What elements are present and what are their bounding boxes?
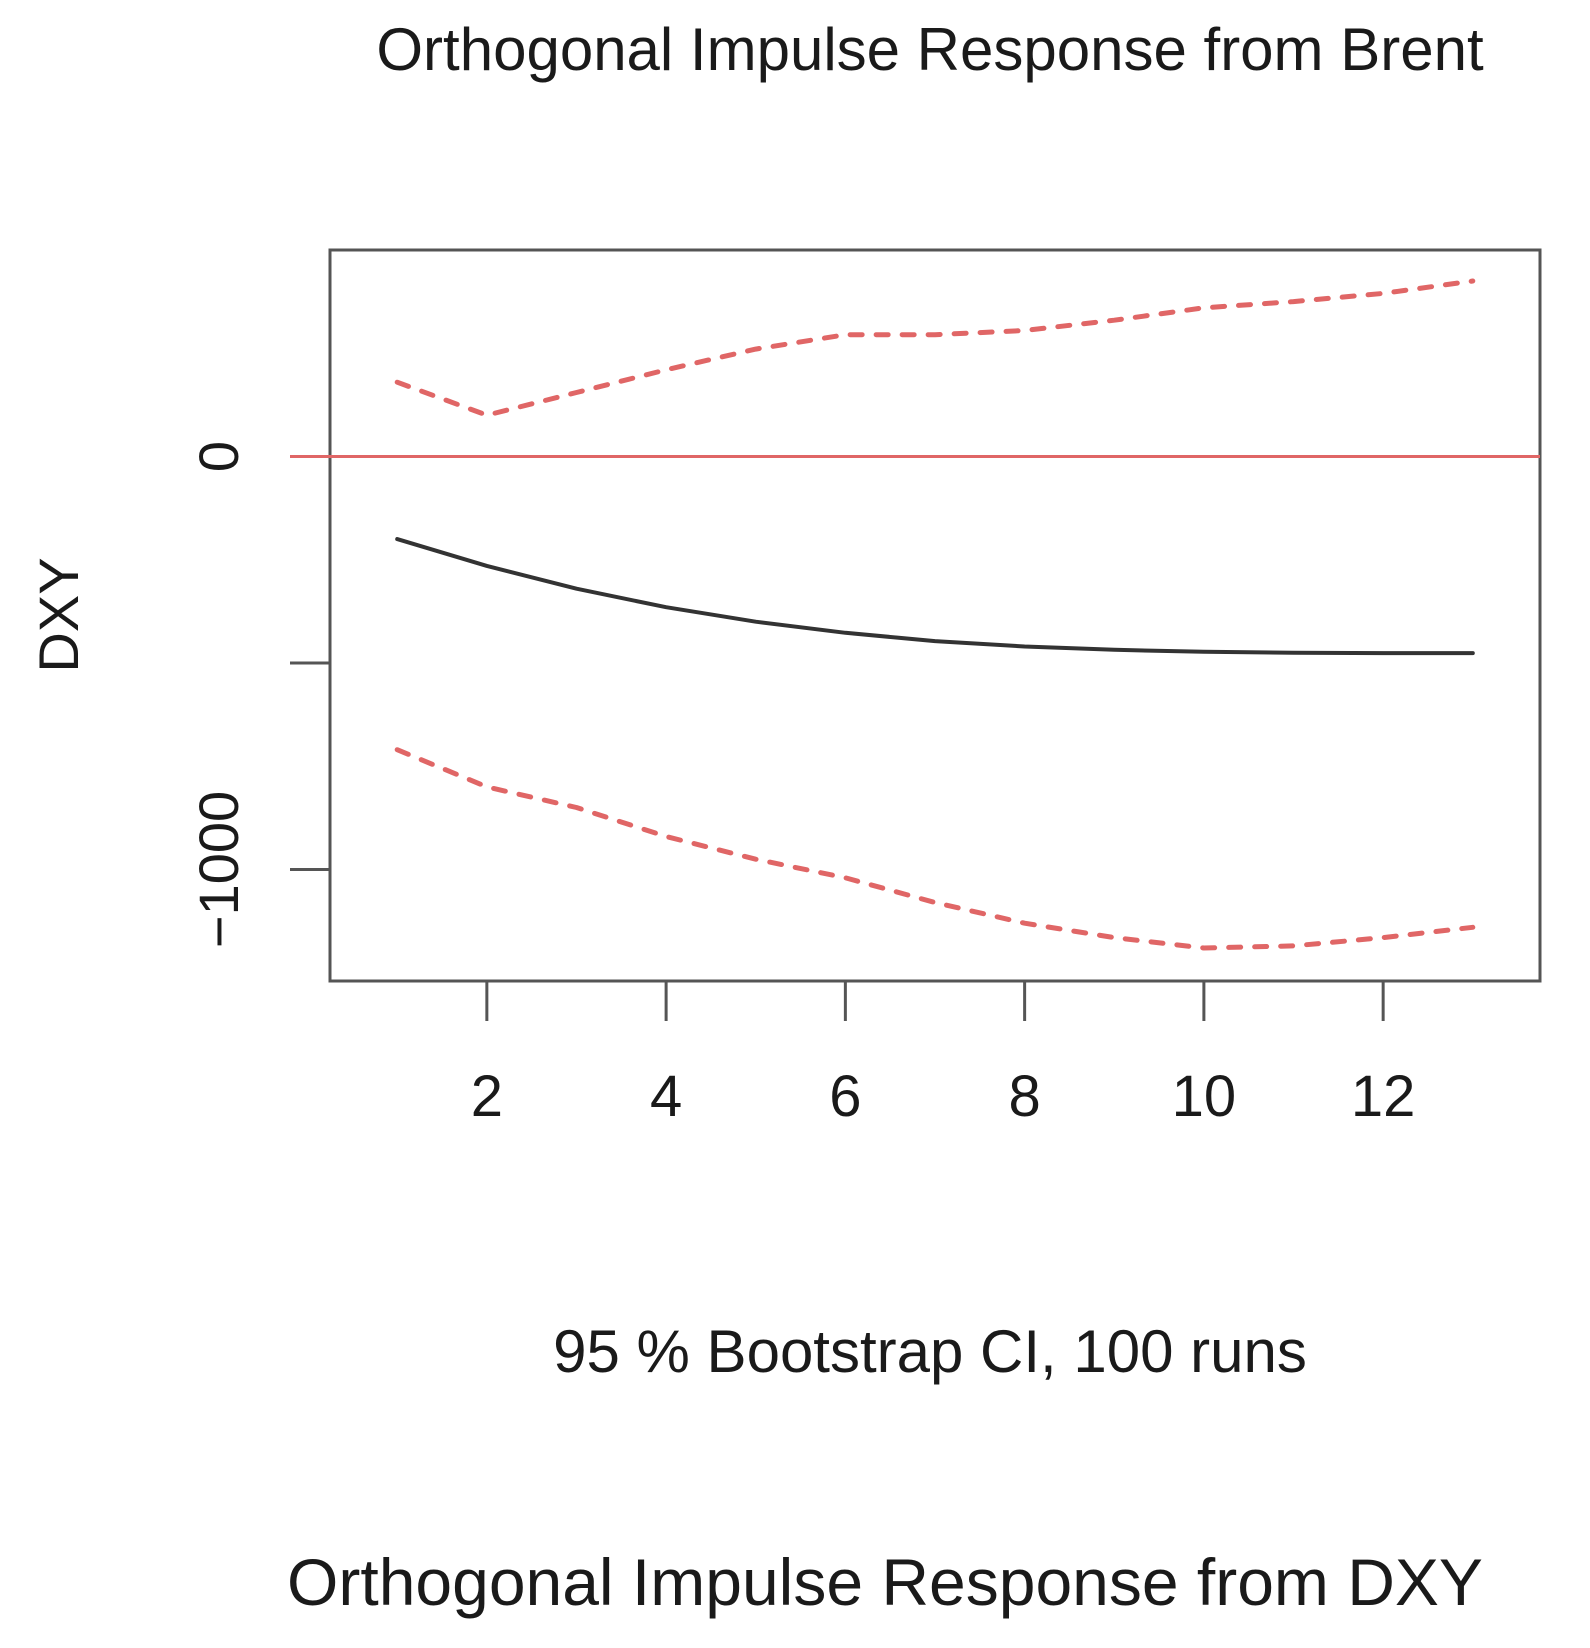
x-tick-label: 8 [1008,1064,1040,1129]
x-tick-label: 2 [471,1064,503,1129]
x-tick-label: 10 [1172,1064,1237,1129]
next-chart-title: Orthogonal Impulse Response from DXY [287,1545,1483,1619]
chart-title: Orthogonal Impulse Response from Brent [376,16,1484,83]
lower-ci-line [394,747,1476,951]
series-layer [290,278,1540,951]
y-tick-label: 0 [187,441,250,472]
plot-frame [328,248,1542,983]
x-tick-label: 12 [1351,1064,1416,1129]
y-tick-label: −1000 [187,791,250,948]
upper-ci-line [394,278,1476,418]
y-axis-label: DXY [27,557,90,672]
y-axis: 0 −1000 [187,441,330,948]
impulse-response-line [395,537,1475,656]
x-axis-label: 95 % Bootstrap CI, 100 runs [553,1318,1307,1385]
x-axis: 2 4 6 8 10 12 [471,981,1416,1129]
x-tick-label: 4 [650,1064,682,1129]
x-tick-label: 6 [829,1064,861,1129]
